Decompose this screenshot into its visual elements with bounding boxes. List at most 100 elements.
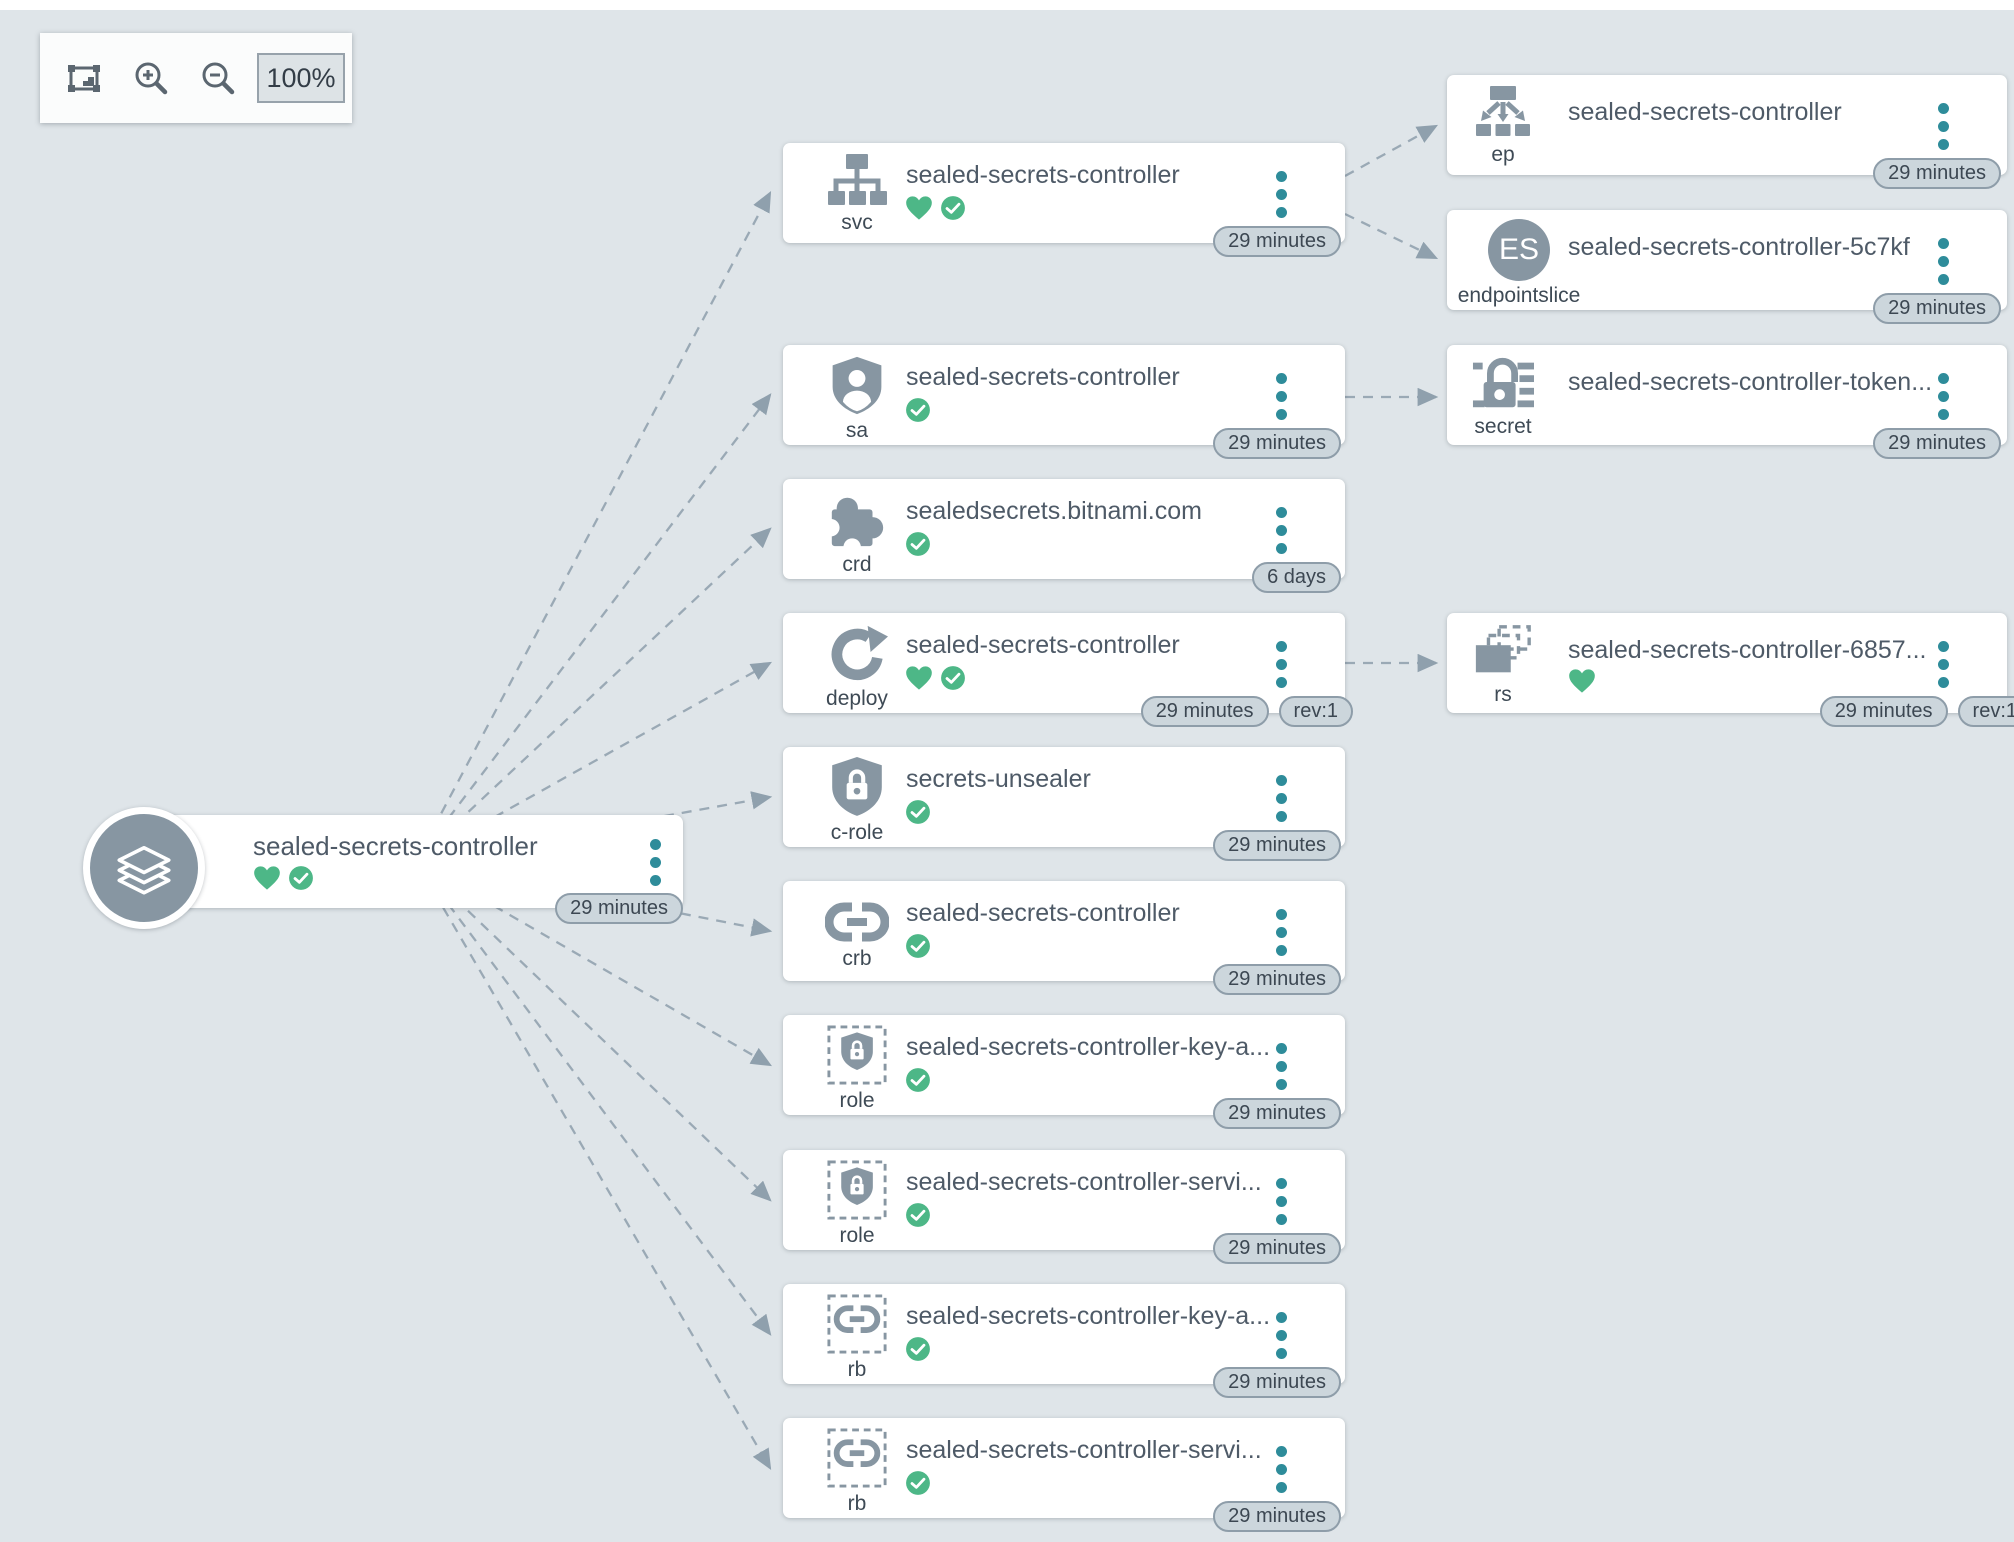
age-badge: 29 minutes [1213, 1233, 1341, 1264]
synced-check-icon [906, 934, 930, 958]
node-status [253, 865, 314, 891]
service-icon [828, 154, 887, 205]
node-menu-button[interactable] [1274, 639, 1289, 690]
zoom-level-display[interactable]: 100% [257, 53, 345, 103]
node-menu-button[interactable] [1274, 1041, 1289, 1092]
node-status [905, 1202, 931, 1228]
node-status [905, 933, 931, 959]
node-kind-label: svc [841, 211, 873, 234]
node-endpointslice[interactable]: ES endpointslice sealed-secrets-controll… [1447, 210, 2007, 324]
age-badge: 29 minutes [1873, 293, 2001, 324]
role-icon [827, 1160, 887, 1220]
node-menu-button[interactable] [648, 837, 663, 888]
node-status [1568, 668, 1596, 694]
node-title: sealed-secrets-controller-token... [1568, 368, 1933, 396]
node-kind-label: secret [1474, 415, 1532, 438]
node-kind-label: c-role [830, 821, 884, 844]
node-crb[interactable]: crb sealed-secrets-controller 29 minutes [783, 881, 1345, 995]
age-badge: 29 minutes [1213, 1501, 1341, 1532]
node-menu-button[interactable] [1936, 639, 1951, 690]
node-rs[interactable]: rs sealed-secrets-controller-6857... 29 … [1447, 613, 2014, 727]
node-title: sealed-secrets-controller-5c7kf [1568, 233, 1910, 261]
node-menu-button[interactable] [1936, 101, 1951, 152]
node-title: sealed-secrets-controller [906, 631, 1180, 659]
age-badge: 29 minutes [1213, 1367, 1341, 1398]
node-crd[interactable]: crd sealedsecrets.bitnami.com 6 days [783, 479, 1345, 593]
node-rb2[interactable]: rb sealed-secrets-controller-servi... 29… [783, 1418, 1345, 1532]
node-status [905, 799, 931, 825]
node-menu-button[interactable] [1274, 773, 1289, 824]
node-menu-button[interactable] [1274, 371, 1289, 422]
age-badge: 29 minutes [1213, 830, 1341, 861]
node-rb1[interactable]: rb sealed-secrets-controller-key-a... 29… [783, 1284, 1345, 1398]
healthy-heart-icon [254, 866, 280, 890]
node-kind-label: ep [1491, 143, 1515, 166]
healthy-heart-icon [1569, 669, 1595, 693]
node-menu-button[interactable] [1936, 236, 1951, 287]
edge-root-role1 [415, 860, 772, 1067]
edge-root-sa [415, 393, 772, 862]
node-title: sealed-secrets-controller-servi... [906, 1436, 1262, 1464]
node-status [905, 1336, 931, 1362]
node-menu-button[interactable] [1274, 907, 1289, 958]
node-status [905, 1067, 931, 1093]
age-badge: 29 minutes [1819, 696, 1948, 727]
node-kind-label: rb [847, 1492, 867, 1515]
service-account-icon [832, 356, 882, 415]
node-crole[interactable]: c-role secrets-unsealer 29 minutes [783, 747, 1345, 861]
synced-check-icon [906, 532, 930, 556]
age-badge: 29 minutes [1873, 158, 2001, 189]
node-status [905, 397, 931, 423]
node-sa[interactable]: sa sealed-secrets-controller 29 minutes [783, 345, 1345, 459]
edge-root-crd [415, 527, 772, 862]
cluster-role-icon [832, 757, 882, 816]
synced-check-icon [941, 196, 965, 220]
edge-root-deploy [415, 661, 773, 863]
zoom-in-button[interactable] [128, 55, 174, 101]
node-deploy[interactable]: deploy sealed-secrets-controller 29 minu… [783, 613, 1353, 727]
fit-to-screen-icon [68, 65, 100, 92]
node-title: sealed-secrets-controller-key-a... [906, 1033, 1271, 1061]
node-kind-label: endpointslice [1457, 284, 1581, 307]
age-badge: 29 minutes [1213, 226, 1341, 257]
root-app-circle[interactable] [83, 807, 205, 929]
node-ep[interactable]: ep sealed-secrets-controller 29 minutes [1447, 75, 2007, 189]
node-root[interactable]: sealed-secrets-controller 29 minutes [150, 815, 683, 924]
node-menu-button[interactable] [1274, 1444, 1289, 1495]
synced-check-icon [906, 398, 930, 422]
synced-check-icon [906, 1471, 930, 1495]
synced-check-icon [906, 800, 930, 824]
endpointslice-icon: ES [1488, 219, 1550, 281]
edge-root-rb1 [415, 860, 772, 1336]
node-menu-button[interactable] [1274, 169, 1289, 220]
node-title: sealedsecrets.bitnami.com [906, 497, 1202, 525]
node-status [905, 665, 966, 691]
node-status [905, 1470, 931, 1496]
age-badge: 6 days [1252, 562, 1341, 593]
node-role1[interactable]: role sealed-secrets-controller-key-a... … [783, 1015, 1345, 1129]
synced-check-icon [289, 866, 313, 890]
fit-to-screen-button[interactable] [61, 55, 107, 101]
node-role2[interactable]: role sealed-secrets-controller-servi... … [783, 1150, 1345, 1264]
node-title: sealed-secrets-controller [253, 831, 538, 861]
zoom-out-button[interactable] [195, 55, 241, 101]
crd-puzzle-icon [826, 497, 884, 550]
node-kind-label: crd [842, 553, 872, 576]
node-menu-button[interactable] [1274, 1310, 1289, 1361]
zoom-out-icon [202, 62, 235, 95]
node-title: sealed-secrets-controller [906, 363, 1180, 391]
role-binding-icon [827, 1428, 887, 1488]
deployment-icon [831, 625, 888, 681]
node-secret[interactable]: secret sealed-secrets-controller-token..… [1447, 345, 2007, 459]
node-menu-button[interactable] [1936, 371, 1951, 422]
age-badge: 29 minutes [555, 893, 683, 924]
synced-check-icon [906, 1068, 930, 1092]
node-menu-button[interactable] [1274, 505, 1289, 556]
node-title: sealed-secrets-controller [1568, 98, 1842, 126]
node-svc[interactable]: svc sealed-secrets-controller 29 minutes [783, 143, 1345, 257]
node-kind-label: rs [1494, 683, 1512, 706]
node-menu-button[interactable] [1274, 1176, 1289, 1227]
age-badge: 29 minutes [1213, 428, 1341, 459]
age-badge: 29 minutes [1213, 964, 1341, 995]
node-title: sealed-secrets-controller-servi... [906, 1168, 1262, 1196]
